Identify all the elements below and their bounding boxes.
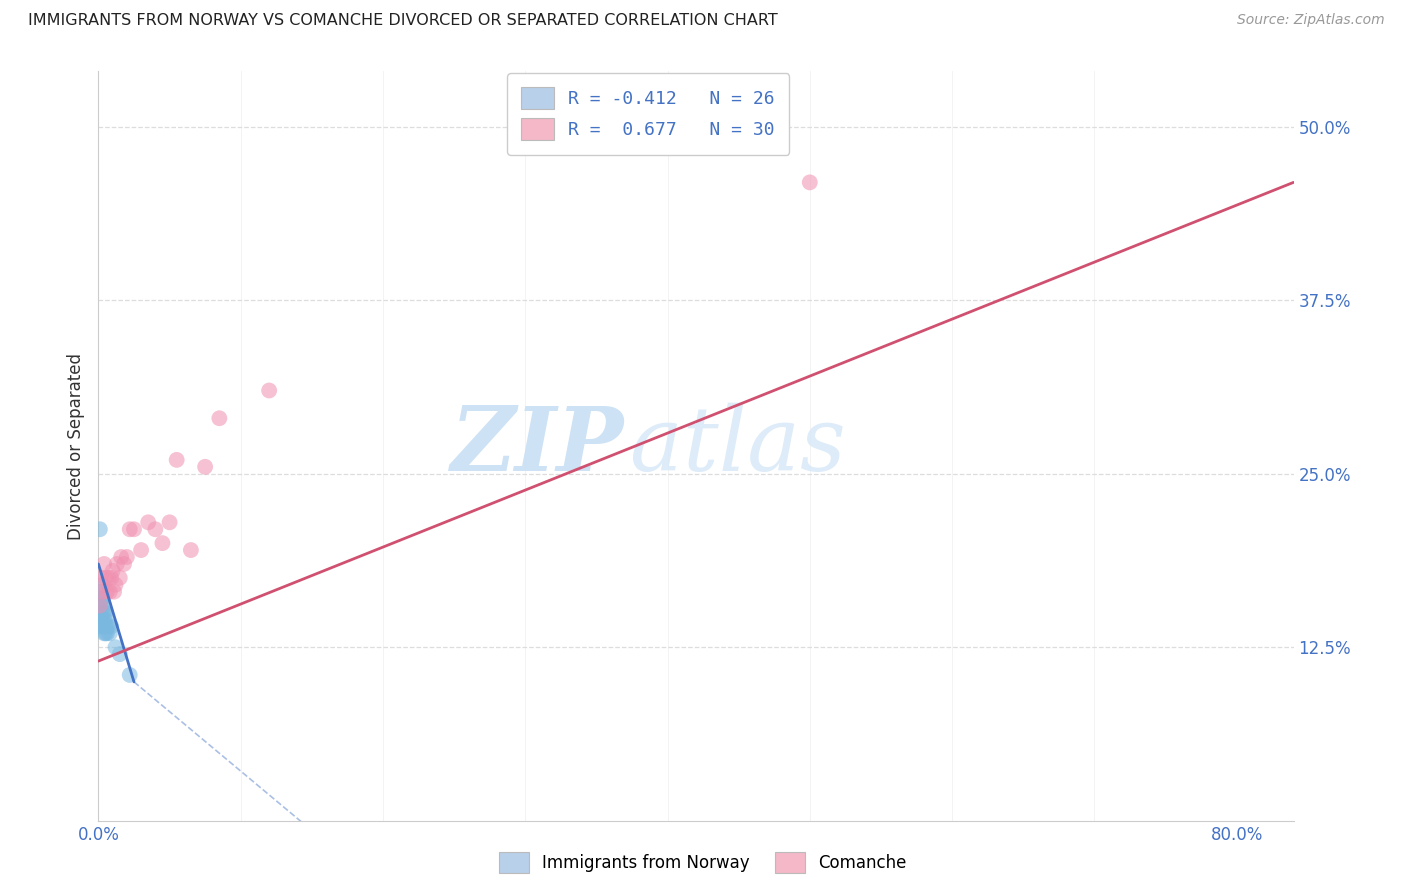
Point — [89, 619, 111, 633]
Point — [166, 453, 188, 467]
Point — [89, 522, 111, 536]
Point — [112, 557, 135, 571]
Point — [90, 591, 112, 606]
Text: ZIP: ZIP — [451, 403, 624, 489]
Point — [94, 571, 117, 585]
Point — [93, 599, 115, 613]
Point — [89, 599, 111, 613]
Point — [91, 578, 114, 592]
Point — [97, 619, 120, 633]
Point — [105, 557, 128, 571]
Point — [180, 543, 202, 558]
Point — [91, 619, 114, 633]
Point — [104, 640, 127, 655]
Point — [115, 549, 138, 564]
Point — [91, 606, 114, 620]
Point — [89, 584, 111, 599]
Text: IMMIGRANTS FROM NORWAY VS COMANCHE DIVORCED OR SEPARATED CORRELATION CHART: IMMIGRANTS FROM NORWAY VS COMANCHE DIVOR… — [28, 13, 778, 29]
Point — [136, 516, 159, 530]
Point — [96, 584, 118, 599]
Point — [122, 522, 145, 536]
Legend: R = -0.412   N = 26, R =  0.677   N = 30: R = -0.412 N = 26, R = 0.677 N = 30 — [508, 73, 789, 155]
Point — [96, 619, 118, 633]
Point — [94, 606, 117, 620]
Point — [110, 549, 132, 564]
Point — [98, 584, 121, 599]
Point — [108, 571, 131, 585]
Point — [143, 522, 166, 536]
Point — [97, 571, 120, 585]
Legend: Immigrants from Norway, Comanche: Immigrants from Norway, Comanche — [492, 846, 914, 880]
Point — [208, 411, 231, 425]
Text: atlas: atlas — [630, 402, 846, 490]
Point — [159, 516, 181, 530]
Point — [108, 647, 131, 661]
Point — [94, 612, 117, 626]
Point — [90, 571, 112, 585]
Point — [94, 619, 117, 633]
Point — [194, 459, 217, 474]
Point — [100, 571, 122, 585]
Point — [129, 543, 152, 558]
Point — [104, 578, 127, 592]
Point — [94, 626, 117, 640]
Point — [257, 384, 280, 398]
Point — [91, 591, 114, 606]
Point — [93, 606, 115, 620]
Point — [93, 626, 115, 640]
Point — [118, 522, 141, 536]
Point — [103, 584, 125, 599]
Point — [799, 175, 821, 189]
Text: Source: ZipAtlas.com: Source: ZipAtlas.com — [1237, 13, 1385, 28]
Point — [98, 626, 121, 640]
Point — [101, 564, 124, 578]
Y-axis label: Divorced or Separated: Divorced or Separated — [66, 352, 84, 540]
Point — [118, 668, 141, 682]
Point — [93, 612, 115, 626]
Point — [90, 612, 112, 626]
Point — [100, 619, 122, 633]
Point — [90, 599, 112, 613]
Point — [91, 584, 114, 599]
Point — [93, 557, 115, 571]
Point — [96, 626, 118, 640]
Point — [152, 536, 174, 550]
